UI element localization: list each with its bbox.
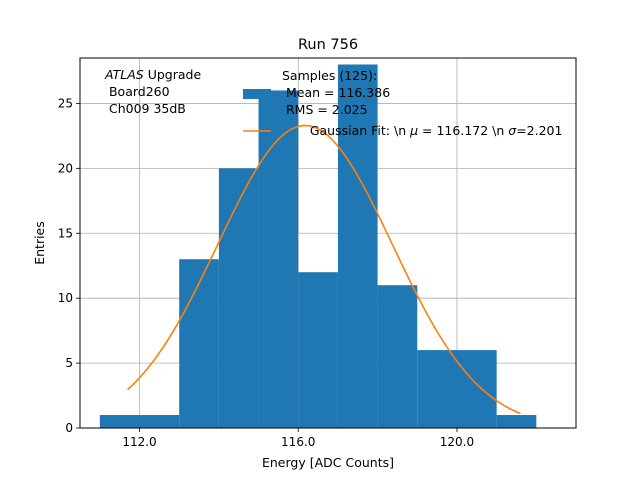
legend-fit-label: Gaussian Fit: \n μ = 116.172 \n σ=2.201 (282, 123, 582, 138)
x-tick-label: 116.0 (281, 435, 315, 449)
histogram-bar (337, 64, 378, 429)
x-axis-label: Energy [ADC Counts] (262, 455, 394, 470)
histogram-bars (99, 64, 537, 429)
legend-fit-prefix: Gaussian Fit: \n (310, 123, 410, 138)
histogram-bar (99, 415, 180, 428)
legend-fit-sigma-symbol: σ (508, 123, 517, 138)
legend-histogram-swatch (243, 89, 271, 99)
histogram-bar (298, 272, 338, 428)
legend-rms-line: RMS = 2.025 (282, 102, 368, 117)
annotation-board: Board260 (105, 84, 170, 99)
gaussian-fit-line (127, 124, 521, 415)
annotation-atlas: ATLAS (104, 67, 144, 82)
histogram-bar (258, 90, 299, 428)
y-tick-label: 0 (65, 421, 73, 435)
histogram-bar (218, 168, 259, 428)
gaussian-fit-layer (127, 124, 521, 415)
y-tick-label: 25 (58, 96, 73, 110)
y-axis-label: Entries (32, 221, 47, 265)
legend-samples-line: Samples (125): (282, 68, 377, 83)
svg-text:ATLAS Upgrade: ATLAS Upgrade (104, 67, 201, 82)
axis-ticks: 112.0 116.0 120.0 0 5 10 15 20 25 (58, 96, 474, 449)
legend-fit-mu-value: = 116.172 \n (418, 123, 508, 138)
histogram-bar (179, 259, 219, 428)
y-tick-label: 10 (58, 291, 73, 305)
y-tick-label: 5 (65, 356, 73, 370)
histogram-bar (417, 350, 497, 428)
y-tick-label: 15 (58, 226, 73, 240)
annotation-channel: Ch009 35dB (105, 101, 186, 116)
plot-frame (79, 57, 577, 429)
legend-fit-mu-symbol: μ (409, 123, 418, 138)
y-tick-label: 20 (58, 161, 73, 175)
annotation-upgrade: Upgrade (144, 67, 202, 82)
x-tick-label: 112.0 (122, 435, 156, 449)
chart-title: Run 756 (298, 37, 358, 53)
x-tick-label: 120.0 (440, 435, 474, 449)
legend: Samples (125): Mean = 116.386 RMS = 2.02… (243, 68, 582, 138)
histogram-bar (377, 285, 418, 428)
legend-mean-line: Mean = 116.386 (282, 85, 390, 100)
histogram-bar (496, 415, 537, 428)
atlas-annotation: ATLAS Upgrade Board260 Ch009 35dB (104, 67, 201, 116)
legend-fit-sigma-value: =2.201 (516, 123, 562, 138)
